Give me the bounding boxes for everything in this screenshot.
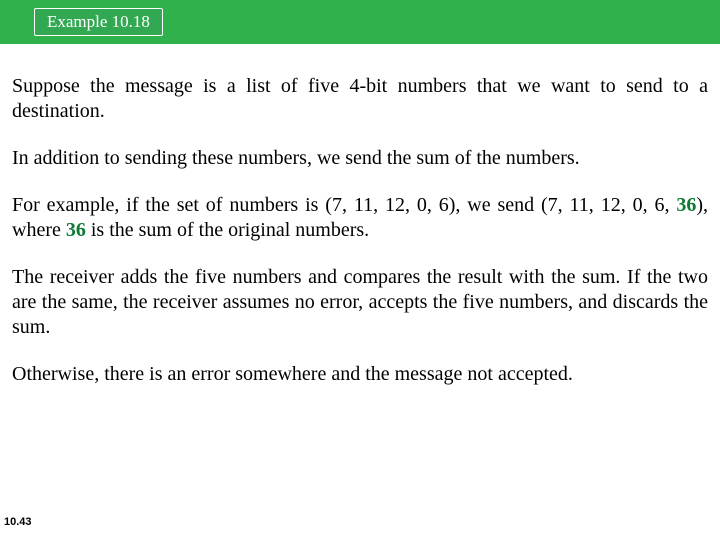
page-number: 10.43 — [4, 516, 32, 528]
paragraph-5: Otherwise, there is an error somewhere a… — [12, 362, 708, 387]
slide-body: Suppose the message is a list of five 4-… — [0, 44, 720, 387]
p3-highlight-1: 36 — [676, 194, 696, 216]
paragraph-1: Suppose the message is a list of five 4-… — [12, 74, 708, 124]
paragraph-4: The receiver adds the five numbers and c… — [12, 265, 708, 340]
p3-text-a: For example, if the set of numbers is (7… — [12, 194, 676, 216]
paragraph-2: In addition to sending these numbers, we… — [12, 146, 708, 171]
p3-text-c: is the sum of the original numbers. — [86, 219, 369, 241]
header-bar: Example 10.18 — [0, 0, 720, 44]
p3-highlight-2: 36 — [66, 219, 86, 241]
paragraph-3: For example, if the set of numbers is (7… — [12, 193, 708, 243]
example-badge: Example 10.18 — [34, 8, 163, 36]
